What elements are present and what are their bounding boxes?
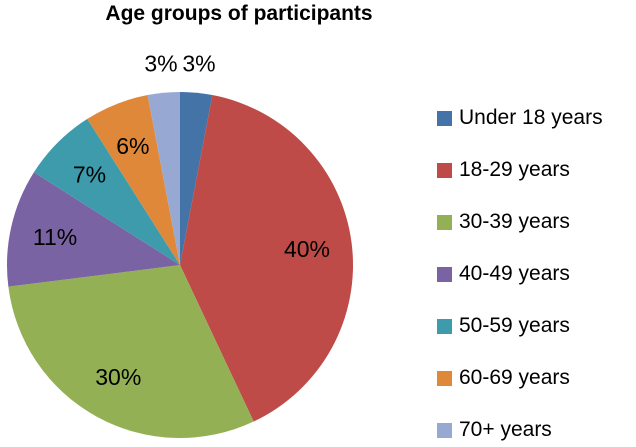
pie-slice-70+-years (147, 92, 180, 265)
chart-title: Age groups of participants (105, 2, 373, 25)
legend-label: 60-69 years (459, 366, 570, 389)
legend-label: 30-39 years (459, 210, 570, 233)
legend-swatch (437, 110, 452, 126)
slice-value-label: 6% (116, 133, 149, 159)
legend-item: 18-29 years (437, 155, 603, 185)
pie-slice-50-59-years (33, 118, 181, 266)
legend-swatch (437, 422, 452, 438)
legend-label: Under 18 years (459, 106, 603, 129)
legend-swatch (437, 162, 452, 178)
slice-value-label: 11% (33, 224, 77, 250)
legend-item: Under 18 years (437, 103, 603, 133)
legend-item: 40-49 years (437, 259, 603, 289)
legend-item: 30-39 years (437, 207, 603, 237)
chart-legend: Under 18 years 18-29 years 30-39 years 40-4… (437, 103, 603, 447)
legend-swatch (437, 318, 452, 334)
pie-slice-60-69-years (87, 95, 180, 265)
slice-value-label: 30% (95, 364, 141, 390)
slice-value-label: 3% (182, 51, 215, 77)
legend-item: 50-59 years (437, 311, 603, 341)
slice-value-label: 3% (144, 51, 177, 77)
pie-slice-under-18-years (180, 92, 213, 265)
legend-swatch (437, 266, 452, 282)
pie-slice-30-39-years (8, 265, 254, 439)
slice-value-label: 7% (73, 162, 106, 188)
legend-item: 60-69 years (437, 363, 603, 393)
pie-slice-40-49-years (6, 172, 180, 287)
legend-swatch (437, 370, 452, 386)
legend-swatch (437, 214, 452, 230)
slice-value-label: 40% (284, 236, 330, 262)
pie-slice-18-29-years (180, 95, 354, 422)
legend-label: 70+ years (459, 418, 552, 441)
legend-item: 70+ years (437, 415, 603, 445)
legend-label: 18-29 years (459, 158, 570, 181)
legend-label: 40-49 years (459, 262, 570, 285)
legend-label: 50-59 years (459, 314, 570, 337)
